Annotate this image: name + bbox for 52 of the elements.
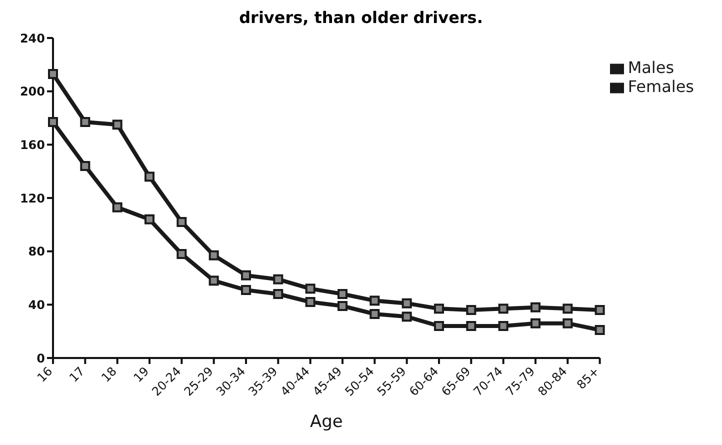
point [562,304,573,314]
point [530,318,540,328]
chart-title: drivers, than older drivers. [238,8,484,28]
y-tick-label: 40 [28,298,45,312]
point [370,296,380,306]
point [208,250,219,260]
point [305,297,316,307]
point [305,284,316,294]
x-tick-label: 17 [66,364,88,385]
point [530,302,540,312]
point [176,249,187,259]
legend-label: Males [628,58,674,77]
point [80,161,90,171]
point [562,318,573,328]
point [337,289,348,299]
point [337,301,348,311]
point [176,217,187,227]
y-tick-label: 240 [20,31,45,46]
point [144,172,154,182]
point [370,309,380,319]
point [594,325,605,335]
x-tick-label: 18 [98,364,120,385]
point [112,120,122,130]
y-tick-label: 80 [28,244,45,259]
point [48,117,58,127]
point [594,305,605,315]
point [402,312,412,322]
y-tick-label: 200 [20,84,45,99]
y-tick-label: 120 [20,191,45,206]
legend-label: Females [628,77,694,96]
x-tick-label: 16 [34,364,56,385]
point [240,270,251,280]
point [273,274,284,284]
point [48,69,58,79]
point [144,214,154,224]
point [208,276,219,286]
point [498,321,508,331]
point [273,289,284,299]
x-tick-label: 85+ [574,364,602,392]
point [434,321,444,331]
point [466,321,476,331]
point [240,285,251,295]
point [498,304,508,314]
point [466,305,476,315]
point [80,117,90,127]
point [434,304,444,314]
point [402,298,412,308]
point [112,202,122,212]
y-tick-label: 160 [20,138,45,152]
y-tick-label: 0 [36,351,45,366]
x-tick-label: 19 [130,364,152,385]
x-axis-title: Age [310,412,343,432]
